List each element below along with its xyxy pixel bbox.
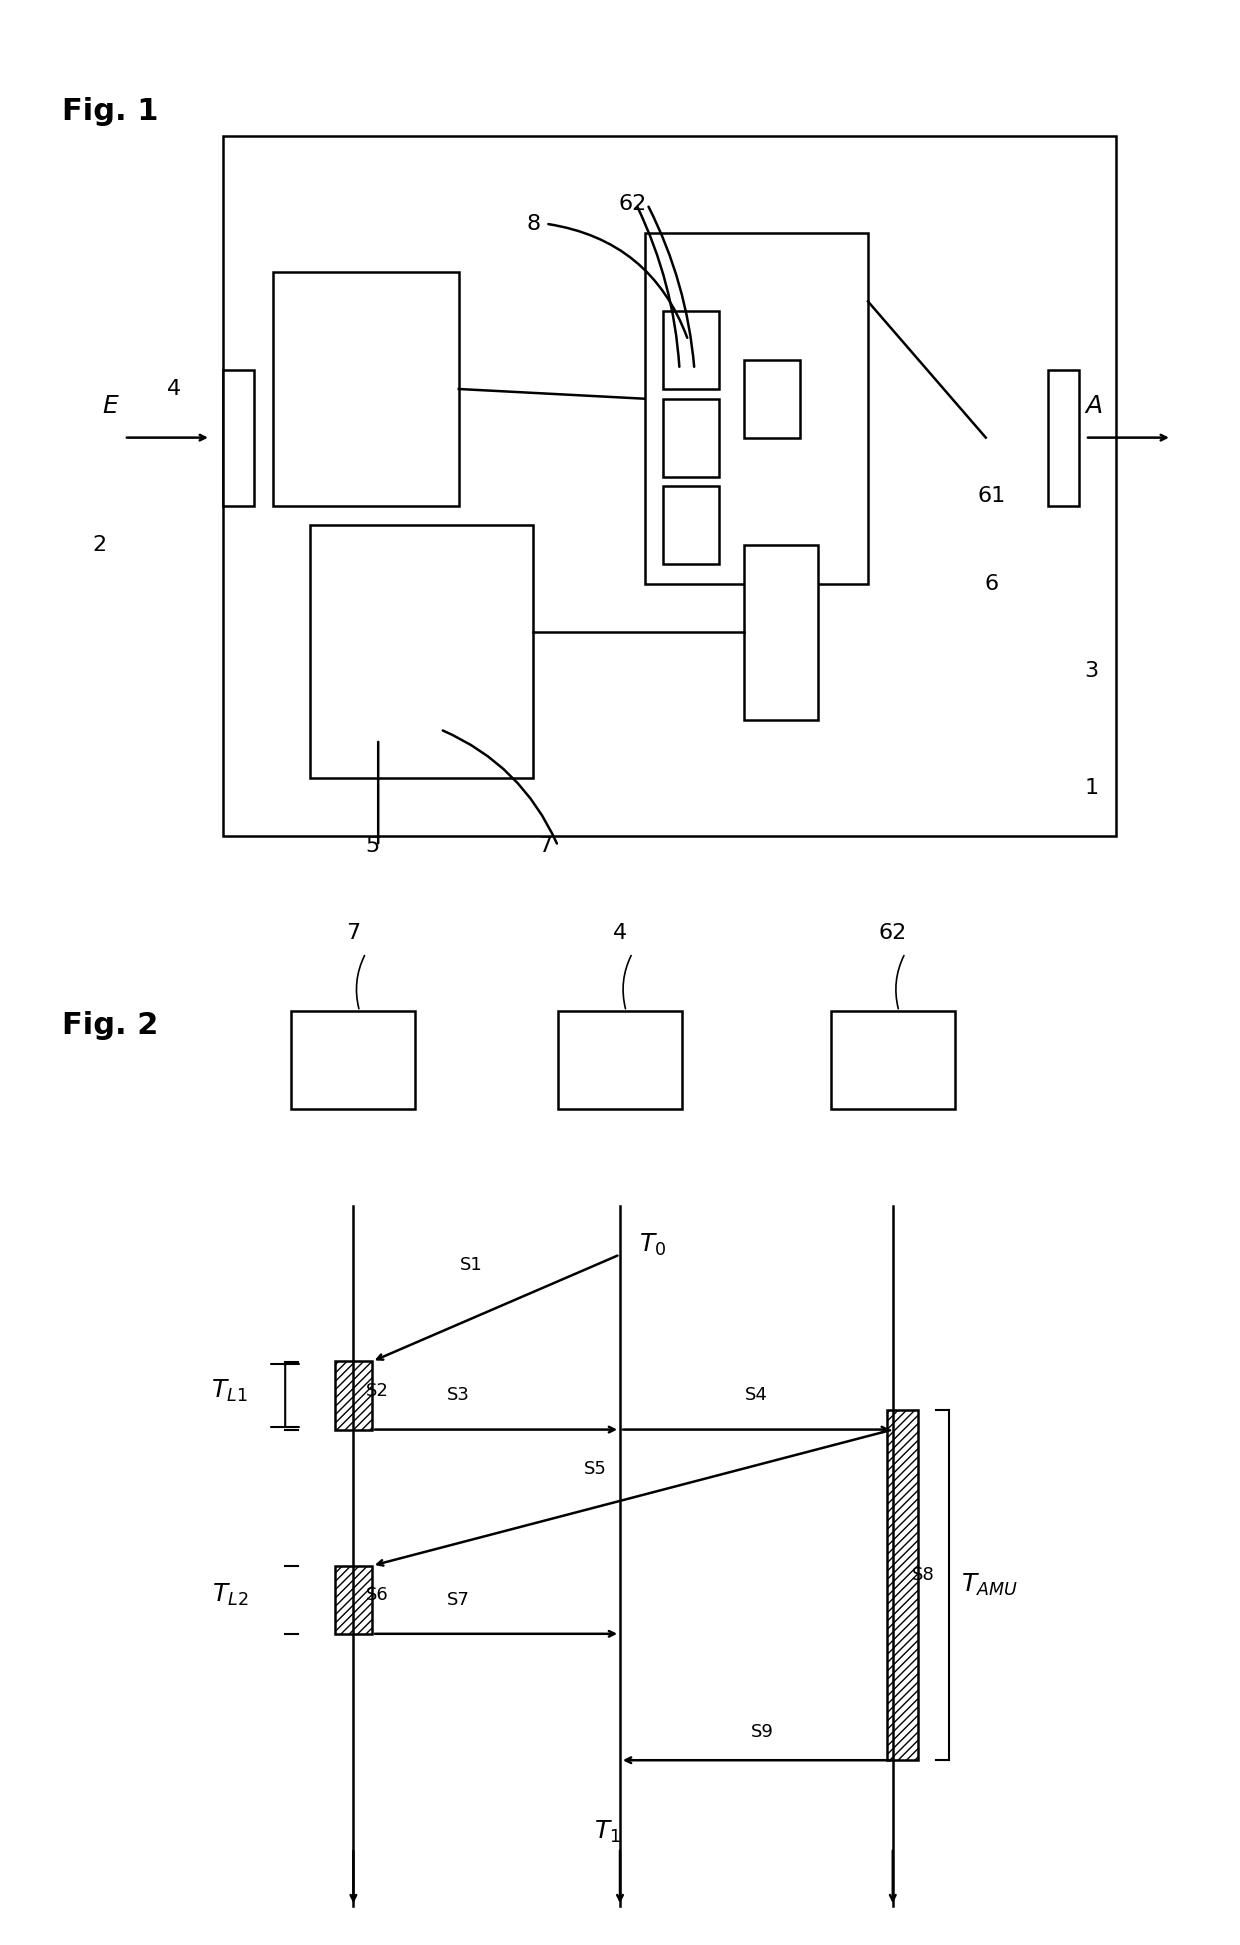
Text: $T_{L1}$: $T_{L1}$ bbox=[212, 1377, 248, 1404]
Text: 7: 7 bbox=[346, 924, 361, 943]
Text: 6: 6 bbox=[985, 574, 999, 593]
Text: Fig. 1: Fig. 1 bbox=[62, 97, 159, 126]
Text: 62: 62 bbox=[879, 924, 906, 943]
Text: 3: 3 bbox=[1084, 661, 1099, 681]
Bar bbox=[558, 1011, 682, 1109]
Text: S2: S2 bbox=[366, 1381, 388, 1400]
Bar bbox=[744, 360, 800, 438]
Text: $T_{AMU}$: $T_{AMU}$ bbox=[961, 1572, 1018, 1599]
Bar bbox=[831, 1011, 955, 1109]
Text: S5: S5 bbox=[584, 1461, 606, 1478]
Bar bbox=[310, 525, 533, 778]
Text: A: A bbox=[1085, 395, 1102, 418]
Text: 8: 8 bbox=[526, 214, 541, 233]
Text: Fig. 2: Fig. 2 bbox=[62, 1011, 159, 1041]
Bar bbox=[744, 545, 818, 720]
Bar bbox=[1048, 370, 1079, 506]
Bar bbox=[887, 1410, 918, 1760]
Text: 2: 2 bbox=[92, 535, 107, 554]
Text: 1: 1 bbox=[1084, 778, 1099, 797]
Text: E: E bbox=[102, 395, 118, 418]
Bar bbox=[663, 399, 719, 477]
Text: 4: 4 bbox=[613, 924, 627, 943]
Text: S8: S8 bbox=[911, 1566, 934, 1585]
Bar bbox=[223, 136, 1116, 836]
Text: 7: 7 bbox=[538, 836, 553, 856]
Text: 62: 62 bbox=[619, 194, 646, 214]
Bar bbox=[335, 1362, 372, 1430]
Bar bbox=[645, 233, 868, 584]
Text: S6: S6 bbox=[366, 1585, 388, 1605]
Text: S9: S9 bbox=[751, 1723, 774, 1741]
Bar bbox=[663, 311, 719, 389]
Text: S3: S3 bbox=[448, 1387, 470, 1404]
Text: S4: S4 bbox=[745, 1387, 768, 1404]
Text: 5: 5 bbox=[365, 836, 379, 856]
Text: S1: S1 bbox=[460, 1256, 482, 1274]
Text: $T_{L2}$: $T_{L2}$ bbox=[212, 1581, 248, 1609]
Bar bbox=[273, 272, 459, 506]
Text: $T_0$: $T_0$ bbox=[639, 1231, 666, 1258]
Bar bbox=[291, 1011, 415, 1109]
Text: 4: 4 bbox=[166, 379, 181, 399]
Bar bbox=[663, 486, 719, 564]
Text: S7: S7 bbox=[448, 1591, 470, 1609]
Text: 61: 61 bbox=[978, 486, 1006, 506]
Bar bbox=[223, 370, 254, 506]
Text: $T_1$: $T_1$ bbox=[594, 1819, 621, 1844]
Bar bbox=[335, 1566, 372, 1634]
